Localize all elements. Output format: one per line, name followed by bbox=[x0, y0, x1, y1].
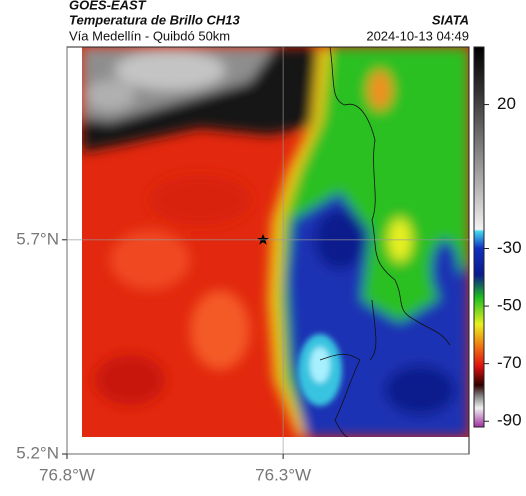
lon-tick-label: 76.3°W bbox=[255, 465, 311, 484]
satellite-label: GOES-EAST bbox=[69, 0, 147, 12]
colorbar-tick-label: -50 bbox=[497, 296, 522, 315]
lat-tick-label: 5.7°N bbox=[16, 229, 59, 248]
colorbar-tick-label: -70 bbox=[497, 353, 522, 372]
datetime-label: 2024-10-13 04:49 bbox=[366, 28, 469, 43]
product-title: Temperatura de Brillo CH13 bbox=[69, 12, 241, 27]
colorbar bbox=[473, 46, 485, 428]
satellite-image bbox=[82, 47, 469, 437]
lat-tick-label: 5.2°N bbox=[16, 443, 59, 462]
colorbar-tick-label: 20 bbox=[497, 94, 516, 113]
colorbar-tick-label: -90 bbox=[497, 411, 522, 430]
source-label: SIATA bbox=[432, 12, 469, 27]
route-label: Vía Medellín - Quibdó 50km bbox=[69, 28, 230, 43]
location-marker bbox=[257, 234, 269, 245]
lon-tick-label: 76.8°W bbox=[39, 465, 95, 484]
colorbar-tick-label: -30 bbox=[497, 238, 522, 257]
